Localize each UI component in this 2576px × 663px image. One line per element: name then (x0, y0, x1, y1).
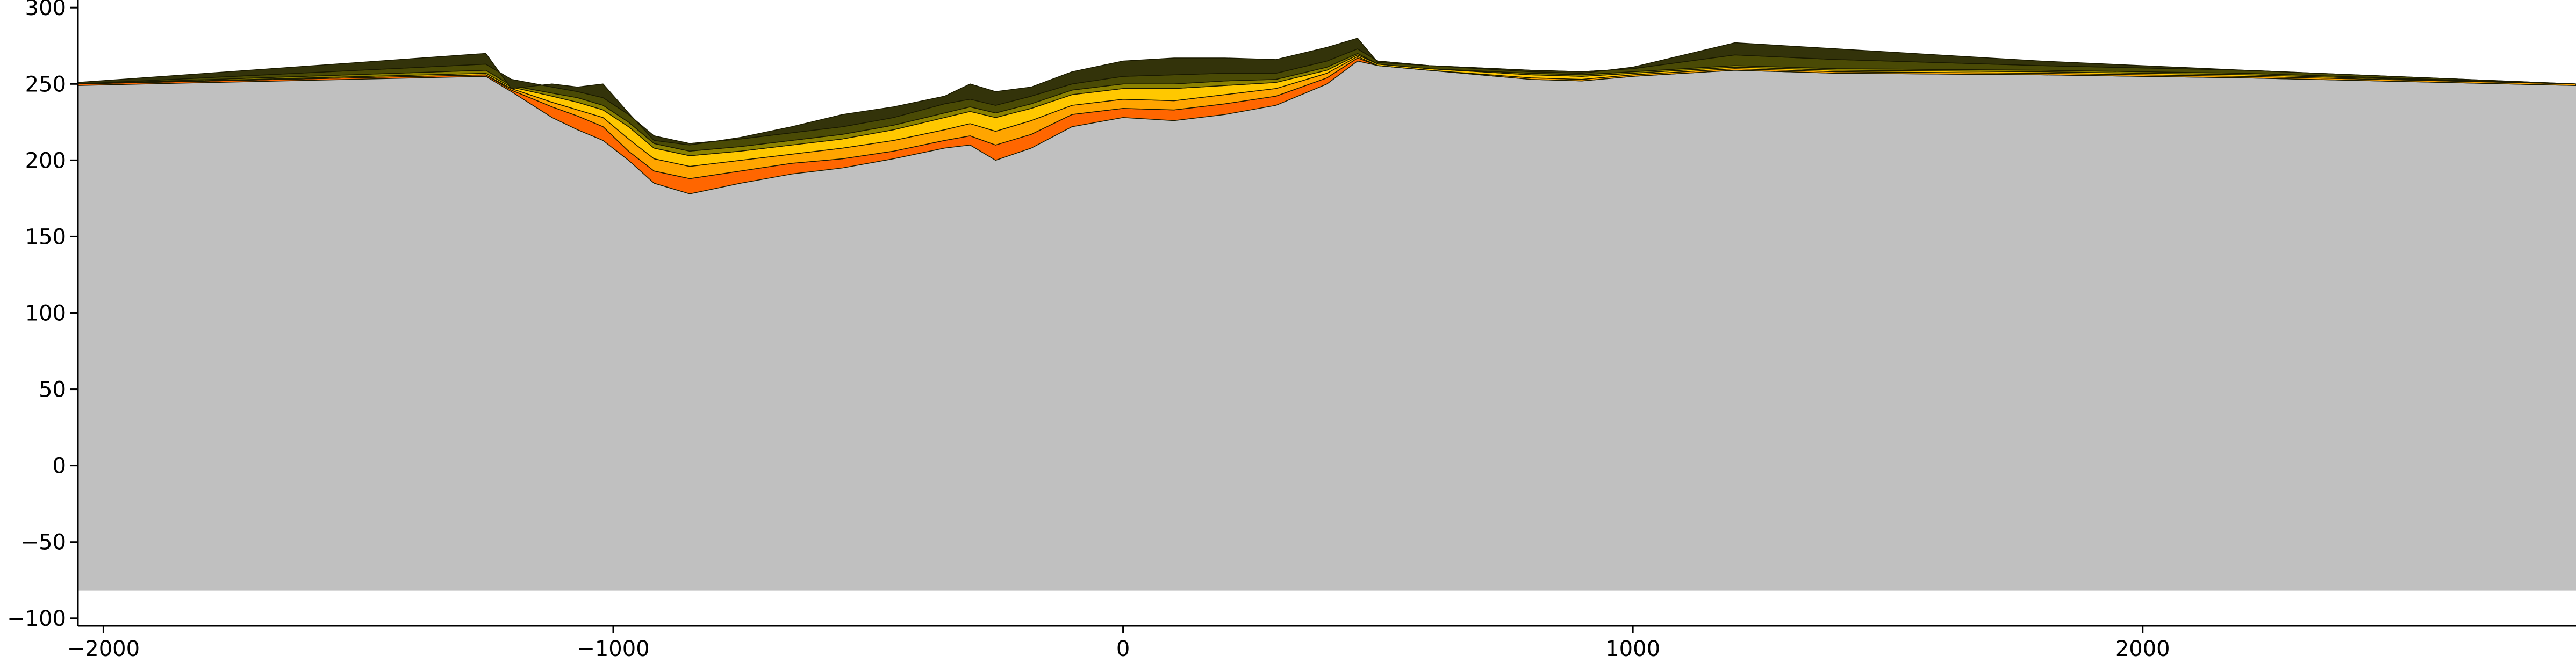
y-ticks: 300 250 200 150 100 50 0 −50 −100 (7, 0, 78, 631)
x-tick-label: −1000 (577, 637, 649, 661)
y-tick-label: 150 (25, 225, 66, 249)
y-tick-label: 100 (25, 301, 66, 326)
y-tick-label: 0 (53, 454, 66, 479)
y-tick-label: −50 (21, 530, 66, 555)
y-tick-label: 50 (39, 378, 66, 402)
y-tick-label: 300 (25, 0, 66, 20)
x-ticks: −2000 −1000 0 1000 2000 (67, 626, 2170, 661)
y-tick-label: 200 (25, 148, 66, 173)
y-tick-label: −100 (7, 607, 66, 631)
x-tick-label: 2000 (2115, 637, 2170, 661)
x-tick-label: 1000 (1605, 637, 1660, 661)
x-tick-label: −2000 (67, 637, 140, 661)
layer-band-6 (78, 38, 2576, 146)
basement-area (78, 61, 2576, 591)
x-tick-label: 0 (1116, 637, 1130, 661)
plot-area (78, 38, 2576, 591)
y-tick-label: 250 (25, 72, 66, 97)
